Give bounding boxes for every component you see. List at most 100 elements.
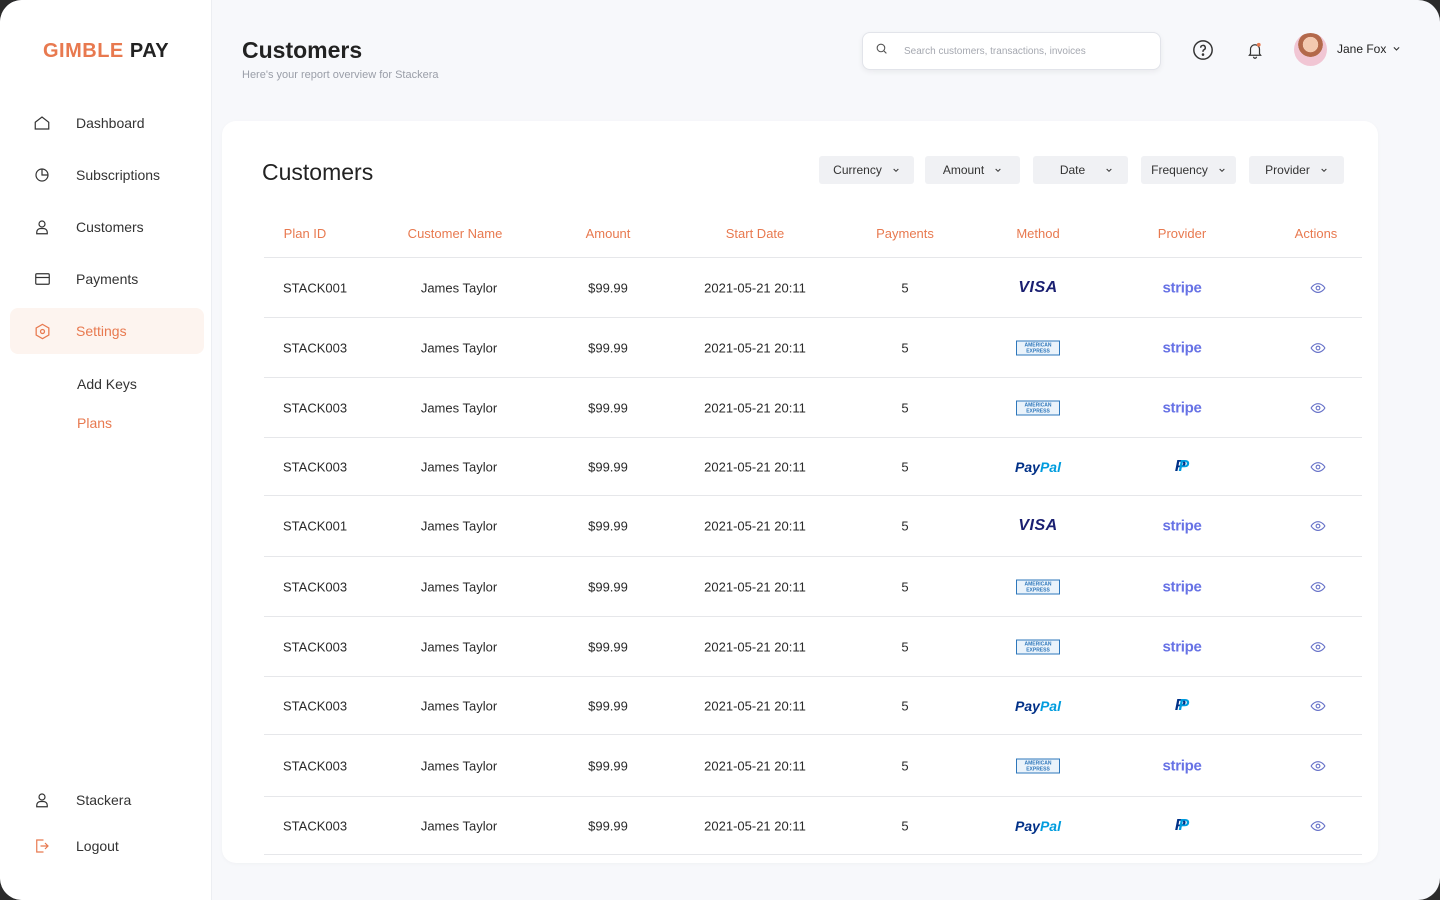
user-name: Jane Fox: [1337, 42, 1387, 56]
settings-hexagon-icon: [32, 321, 52, 341]
plan-id-cell: STACK001: [283, 280, 348, 295]
customer-name-cell: James Taylor: [420, 340, 498, 355]
column-header-plan-id[interactable]: Plan ID: [283, 226, 327, 241]
view-eye-icon[interactable]: [1310, 581, 1326, 592]
filter-amount[interactable]: Amount: [925, 156, 1020, 184]
sidebar-item-label: Stackera: [76, 792, 132, 808]
amount-cell: $99.99: [588, 639, 628, 654]
column-header-customer-name[interactable]: Customer Name: [407, 226, 503, 241]
sidebar-item-settings[interactable]: Settings: [10, 308, 204, 354]
sidebar-item-label: Settings: [76, 323, 127, 339]
visa-logo: VISA: [1018, 278, 1058, 296]
plan-id-cell: STACK001: [283, 518, 348, 534]
sidebar-item-logout[interactable]: Logout: [10, 823, 204, 869]
column-header-start-date[interactable]: Start Date: [725, 226, 785, 241]
user-icon: [32, 217, 52, 237]
amount-cell: $99.99: [588, 459, 628, 474]
paypal-mark-logo: PP: [1174, 696, 1190, 714]
column-header-method[interactable]: Method: [1016, 226, 1060, 241]
sidebar-item-subscriptions[interactable]: Subscriptions: [10, 152, 204, 198]
search-box[interactable]: [862, 32, 1161, 70]
start-date-cell: 2021-05-21 20:11: [704, 400, 806, 415]
credit-card-icon: [32, 269, 52, 289]
customer-name-cell: James Taylor: [420, 818, 498, 833]
start-date-cell: 2021-05-21 20:11: [704, 280, 806, 295]
view-eye-icon[interactable]: [1310, 700, 1326, 711]
amount-cell: $99.99: [588, 698, 628, 713]
customer-name-cell: James Taylor: [420, 579, 498, 594]
filter-label: Provider: [1265, 163, 1310, 177]
plan-id-cell: STACK003: [283, 639, 348, 654]
stripe-logo: stripe: [1162, 578, 1202, 595]
table-row: STACK003 James Taylor $99.99 2021-05-21 20:…: [264, 617, 1362, 677]
paypal-logo: PayPal: [1015, 817, 1061, 834]
filter-label: Date: [1059, 163, 1086, 177]
card-title: Customers: [262, 159, 374, 185]
amount-cell: $99.99: [588, 818, 628, 833]
sidebar-item-customers[interactable]: Customers: [10, 204, 204, 250]
amount-cell: $99.99: [588, 518, 628, 534]
table-row: STACK001 James Taylor $99.99 2021-05-21 20:…: [264, 496, 1362, 557]
filter-date[interactable]: Date: [1033, 156, 1128, 184]
payments-cell: 5: [901, 518, 909, 534]
amex-logo: AMERICAN EXPRESS: [1016, 639, 1060, 654]
user-menu[interactable]: Jane Fox: [1294, 32, 1401, 66]
visa-logo: VISA: [1018, 517, 1058, 534]
payments-cell: 5: [901, 698, 909, 713]
view-eye-icon[interactable]: [1310, 820, 1326, 831]
sidebar-subitem-plans[interactable]: Plans: [77, 415, 113, 431]
start-date-cell: 2021-05-21 20:11: [704, 518, 806, 534]
sidebar-item-label: Logout: [76, 838, 119, 854]
stripe-logo: stripe: [1162, 517, 1202, 535]
pie-chart-icon: [32, 165, 52, 185]
chevron-down-icon: [994, 163, 1002, 177]
table-row: STACK001 James Taylor $99.99 2021-05-21 20:…: [264, 258, 1362, 318]
amex-logo: AMERICAN EXPRESS: [1016, 340, 1060, 355]
payments-cell: 5: [901, 280, 909, 295]
amex-logo-text: AMERICAN EXPRESS: [1016, 758, 1060, 773]
customer-name-cell: James Taylor: [420, 280, 498, 295]
table-row: STACK003 James Taylor $99.99 2021-05-21 20:…: [264, 318, 1362, 378]
payments-cell: 5: [901, 818, 909, 833]
sidebar: GIMBLE PAY Dashboard Subscriptions Custo…: [0, 0, 212, 900]
amex-logo-text: AMERICAN EXPRESS: [1016, 639, 1060, 654]
plan-id-cell: STACK003: [283, 579, 348, 594]
filter-frequency[interactable]: Frequency: [1141, 156, 1236, 184]
payments-cell: 5: [901, 758, 909, 773]
view-eye-icon[interactable]: [1310, 521, 1326, 532]
table-row: STACK003 James Taylor $99.99 2021-05-21 20:…: [264, 378, 1362, 438]
amex-logo: AMERICAN EXPRESS: [1016, 400, 1060, 415]
stripe-logo: stripe: [1162, 757, 1202, 774]
customer-name-cell: James Taylor: [420, 698, 498, 713]
column-header-provider[interactable]: Provider: [1157, 226, 1207, 241]
help-icon[interactable]: [1191, 38, 1215, 62]
chevron-down-icon: [1218, 163, 1226, 177]
filter-provider[interactable]: Provider: [1249, 156, 1344, 184]
column-header-amount[interactable]: Amount: [585, 226, 631, 241]
paypal-logo: PayPal: [1015, 458, 1061, 475]
sidebar-item-payments[interactable]: Payments: [10, 256, 204, 302]
brand-logo[interactable]: GIMBLE PAY: [43, 40, 169, 63]
payments-cell: 5: [901, 639, 909, 654]
amount-cell: $99.99: [588, 340, 628, 355]
sidebar-item-stackera[interactable]: Stackera: [10, 777, 204, 823]
view-eye-icon[interactable]: [1310, 342, 1326, 353]
filter-label: Currency: [833, 163, 882, 177]
view-eye-icon[interactable]: [1310, 641, 1326, 652]
column-header-payments[interactable]: Payments: [876, 226, 934, 241]
view-eye-icon[interactable]: [1310, 282, 1326, 293]
start-date-cell: 2021-05-21 20:11: [704, 758, 806, 773]
view-eye-icon[interactable]: [1310, 760, 1326, 771]
amex-logo: AMERICAN EXPRESS: [1016, 579, 1060, 594]
sidebar-item-dashboard[interactable]: Dashboard: [10, 100, 204, 146]
sidebar-subitem-add-keys[interactable]: Add Keys: [77, 376, 137, 392]
search-icon: [875, 42, 888, 60]
column-header-actions[interactable]: Actions: [1294, 226, 1338, 241]
view-eye-icon[interactable]: [1310, 402, 1326, 413]
search-input[interactable]: [904, 45, 1144, 57]
amount-cell: $99.99: [588, 400, 628, 415]
bell-icon[interactable]: [1243, 38, 1267, 62]
filter-currency[interactable]: Currency: [819, 156, 914, 184]
stripe-logo: stripe: [1162, 279, 1202, 296]
view-eye-icon[interactable]: [1310, 461, 1326, 472]
